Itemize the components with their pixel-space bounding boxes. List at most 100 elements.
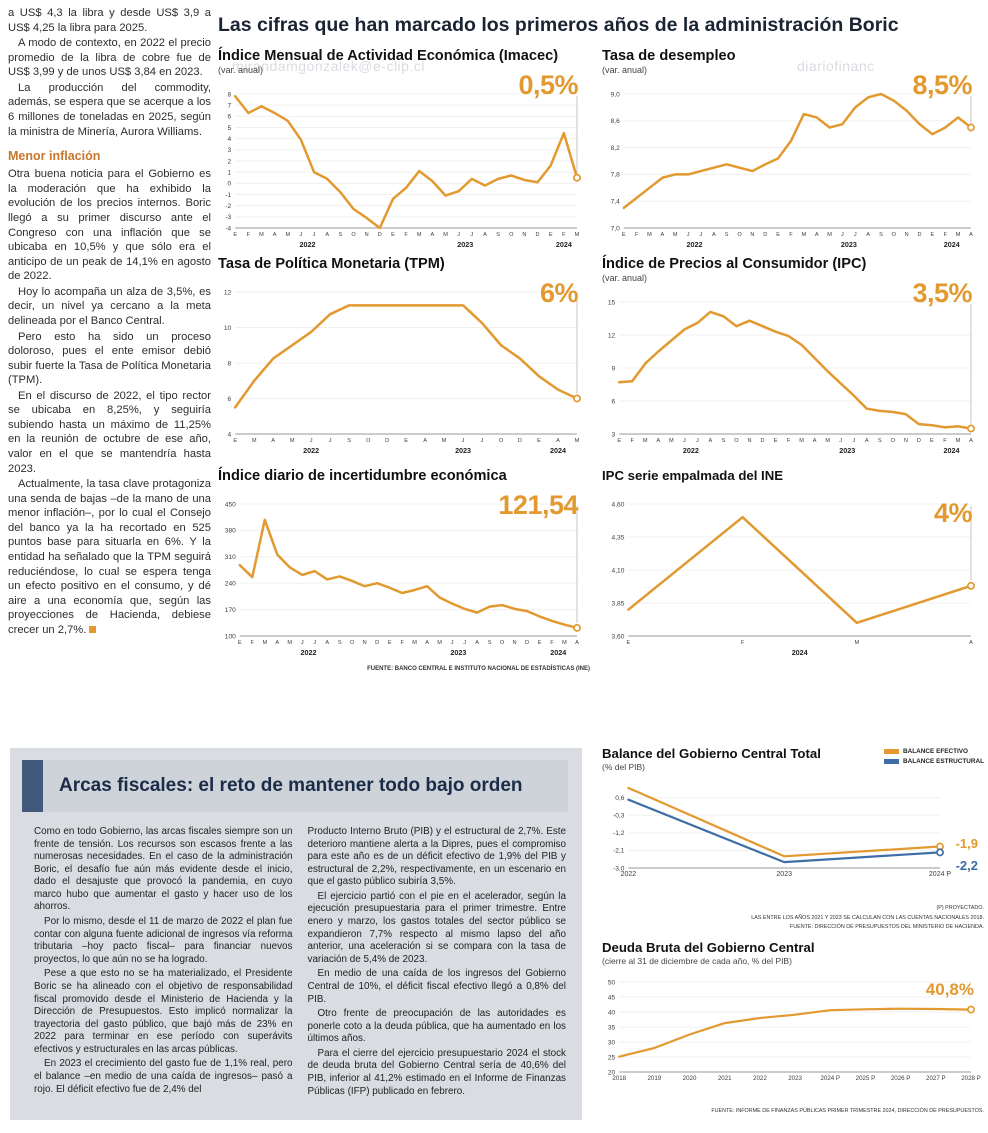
paragraph: Por lo mismo, desde el 11 de marzo de 20…	[34, 916, 293, 965]
svg-text:2023: 2023	[839, 446, 855, 455]
svg-text:A: A	[325, 640, 329, 646]
note-line: LAS ENTRE LOS AÑOS 2021 Y 2023 SE CALCUL…	[751, 914, 984, 921]
svg-text:8,2: 8,2	[611, 145, 620, 152]
paragraph: A modo de contexto, en 2022 el precio pr…	[8, 37, 211, 79]
chart-callout: 40,8%	[925, 980, 974, 999]
svg-text:M: M	[442, 438, 447, 444]
svg-text:E: E	[233, 232, 237, 238]
svg-text:A: A	[865, 438, 869, 444]
chart-legend: BALANCE EFECTIVO BALANCE ESTRUCTURAL	[884, 748, 984, 768]
chart-ipc: Índice de Precios al Consumidor (IPC) (v…	[602, 256, 984, 462]
svg-text:E: E	[238, 640, 242, 646]
svg-text:2023: 2023	[788, 1075, 802, 1082]
svg-text:50: 50	[608, 979, 616, 986]
svg-text:M: M	[259, 232, 264, 238]
svg-text:N: N	[522, 232, 526, 238]
svg-text:6: 6	[612, 398, 616, 405]
svg-text:D: D	[918, 232, 922, 238]
chart-subtitle: (var. anual)	[602, 65, 648, 75]
svg-text:0,6: 0,6	[615, 795, 624, 802]
fiscal-panel-body: Como en todo Gobierno, las arcas fiscale…	[34, 826, 566, 1112]
svg-text:O: O	[350, 640, 355, 646]
chart-callout: 3,5%	[912, 278, 972, 308]
svg-text:N: N	[904, 438, 908, 444]
svg-text:E: E	[404, 438, 408, 444]
svg-text:2026 P: 2026 P	[891, 1075, 911, 1082]
svg-text:A: A	[815, 232, 819, 238]
svg-text:25: 25	[608, 1054, 616, 1061]
svg-text:E: E	[930, 438, 934, 444]
svg-text:M: M	[647, 232, 652, 238]
svg-text:E: E	[931, 232, 935, 238]
svg-text:F: F	[404, 232, 408, 238]
svg-text:O: O	[509, 232, 514, 238]
svg-text:N: N	[905, 232, 909, 238]
svg-text:D: D	[917, 438, 921, 444]
svg-text:2022: 2022	[683, 446, 699, 455]
svg-text:8: 8	[228, 91, 232, 98]
legend-item-estructural: BALANCE ESTRUCTURAL	[884, 758, 984, 765]
page-title: Las cifras que han marcado los primeros …	[218, 14, 899, 36]
svg-text:2022: 2022	[621, 871, 637, 878]
paragraph: Hoy lo acompaña un alza de 3,5%, es deci…	[8, 285, 211, 327]
chart-desempleo: Tasa de desempleo (var. anual) 9,0 8,6 8,2…	[602, 48, 984, 256]
svg-text:45: 45	[608, 994, 616, 1001]
svg-text:E: E	[776, 232, 780, 238]
svg-text:A: A	[969, 438, 973, 444]
svg-text:E: E	[617, 438, 621, 444]
svg-text:9: 9	[612, 365, 616, 372]
svg-text:F: F	[562, 232, 566, 238]
svg-text:40: 40	[608, 1009, 616, 1016]
svg-text:4: 4	[228, 136, 232, 143]
svg-text:J: J	[470, 232, 473, 238]
svg-text:-2,1: -2,1	[613, 848, 625, 855]
svg-text:J: J	[700, 232, 703, 238]
chart-callout: 8,5%	[912, 70, 972, 100]
svg-text:2022: 2022	[303, 446, 319, 455]
svg-text:M: M	[262, 640, 267, 646]
subhead-menor-inflacion: Menor inflación	[8, 149, 101, 164]
svg-text:F: F	[741, 640, 745, 646]
svg-text:12: 12	[608, 332, 616, 339]
paragraph: Pero esto ha sido un proceso doloroso, p…	[8, 330, 211, 387]
svg-text:A: A	[423, 438, 427, 444]
chart-subtitle: (% del PIB)	[602, 762, 645, 772]
svg-text:6: 6	[228, 396, 232, 403]
paragraph: Para el cierre del ejercicio presupuesta…	[307, 1047, 567, 1097]
svg-text:M: M	[437, 640, 442, 646]
svg-text:2023: 2023	[457, 240, 473, 249]
svg-text:M: M	[854, 640, 859, 646]
svg-text:2019: 2019	[647, 1075, 661, 1082]
svg-text:A: A	[483, 232, 487, 238]
svg-text:-0,3: -0,3	[613, 813, 625, 820]
svg-text:2028 P: 2028 P	[961, 1075, 981, 1082]
svg-text:J: J	[841, 232, 844, 238]
chart-subtitle: (var. anual)	[218, 65, 264, 75]
svg-text:A: A	[969, 640, 973, 646]
chart-plot-deuda: 50 45 40 35 30 25 20 2018 2019 2020 2021 2022 2023 20…	[602, 976, 984, 1088]
svg-text:O: O	[892, 232, 897, 238]
svg-text:M: M	[669, 438, 674, 444]
legend-swatch-estructural-icon	[884, 759, 900, 764]
svg-text:S: S	[878, 438, 882, 444]
svg-text:O: O	[500, 640, 505, 646]
svg-text:S: S	[347, 438, 351, 444]
chart-title: Tasa de desempleo	[602, 48, 736, 64]
svg-text:M: M	[575, 438, 580, 444]
chart-title: IPC serie empalmada del INE	[602, 468, 784, 483]
svg-text:F: F	[631, 438, 635, 444]
svg-text:S: S	[338, 640, 342, 646]
svg-text:J: J	[329, 438, 332, 444]
svg-text:2024: 2024	[550, 446, 566, 455]
svg-text:2023: 2023	[841, 240, 857, 249]
chart-canvas-desempleo: 9,08,68,27,87,47,0E F M A M J J A S O N D E F M A M J J A S O…	[611, 91, 975, 249]
paragraph: La producción del commodity, además, se …	[8, 81, 211, 138]
svg-text:J: J	[462, 438, 465, 444]
svg-text:4,10: 4,10	[612, 567, 625, 574]
legend-label: BALANCE ESTRUCTURAL	[903, 758, 984, 765]
svg-text:450: 450	[225, 501, 236, 508]
svg-text:N: N	[747, 438, 751, 444]
